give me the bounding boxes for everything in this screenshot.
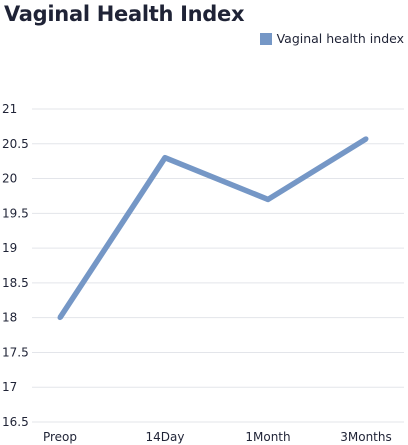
x-tick-label: 1Month bbox=[245, 430, 290, 444]
y-tick-label: 16.5 bbox=[2, 415, 29, 429]
y-tick-label: 18.5 bbox=[2, 276, 29, 290]
y-tick-label: 19.5 bbox=[2, 206, 29, 220]
y-tick-label: 21 bbox=[2, 102, 17, 116]
y-tick-label: 20.5 bbox=[2, 137, 29, 151]
series-line bbox=[57, 136, 368, 320]
y-tick-label: 18 bbox=[2, 311, 17, 325]
y-tick-label: 17.5 bbox=[2, 345, 29, 359]
data-point bbox=[363, 136, 369, 142]
legend-swatch bbox=[259, 32, 272, 45]
x-tick-label: 14Day bbox=[146, 430, 185, 444]
data-point bbox=[57, 315, 63, 321]
x-tick-label: 3Months bbox=[340, 430, 392, 444]
x-tick-label: Preop bbox=[43, 430, 77, 444]
y-tick-label: 19 bbox=[2, 241, 17, 255]
data-point bbox=[162, 155, 168, 161]
data-point bbox=[265, 196, 271, 202]
legend: Vaginal health index bbox=[259, 31, 404, 46]
y-tick-label: 20 bbox=[2, 172, 17, 186]
y-tick-label: 17 bbox=[2, 380, 17, 394]
chart-title: Vaginal Health Index bbox=[4, 2, 245, 26]
legend-label: Vaginal health index bbox=[276, 31, 404, 46]
